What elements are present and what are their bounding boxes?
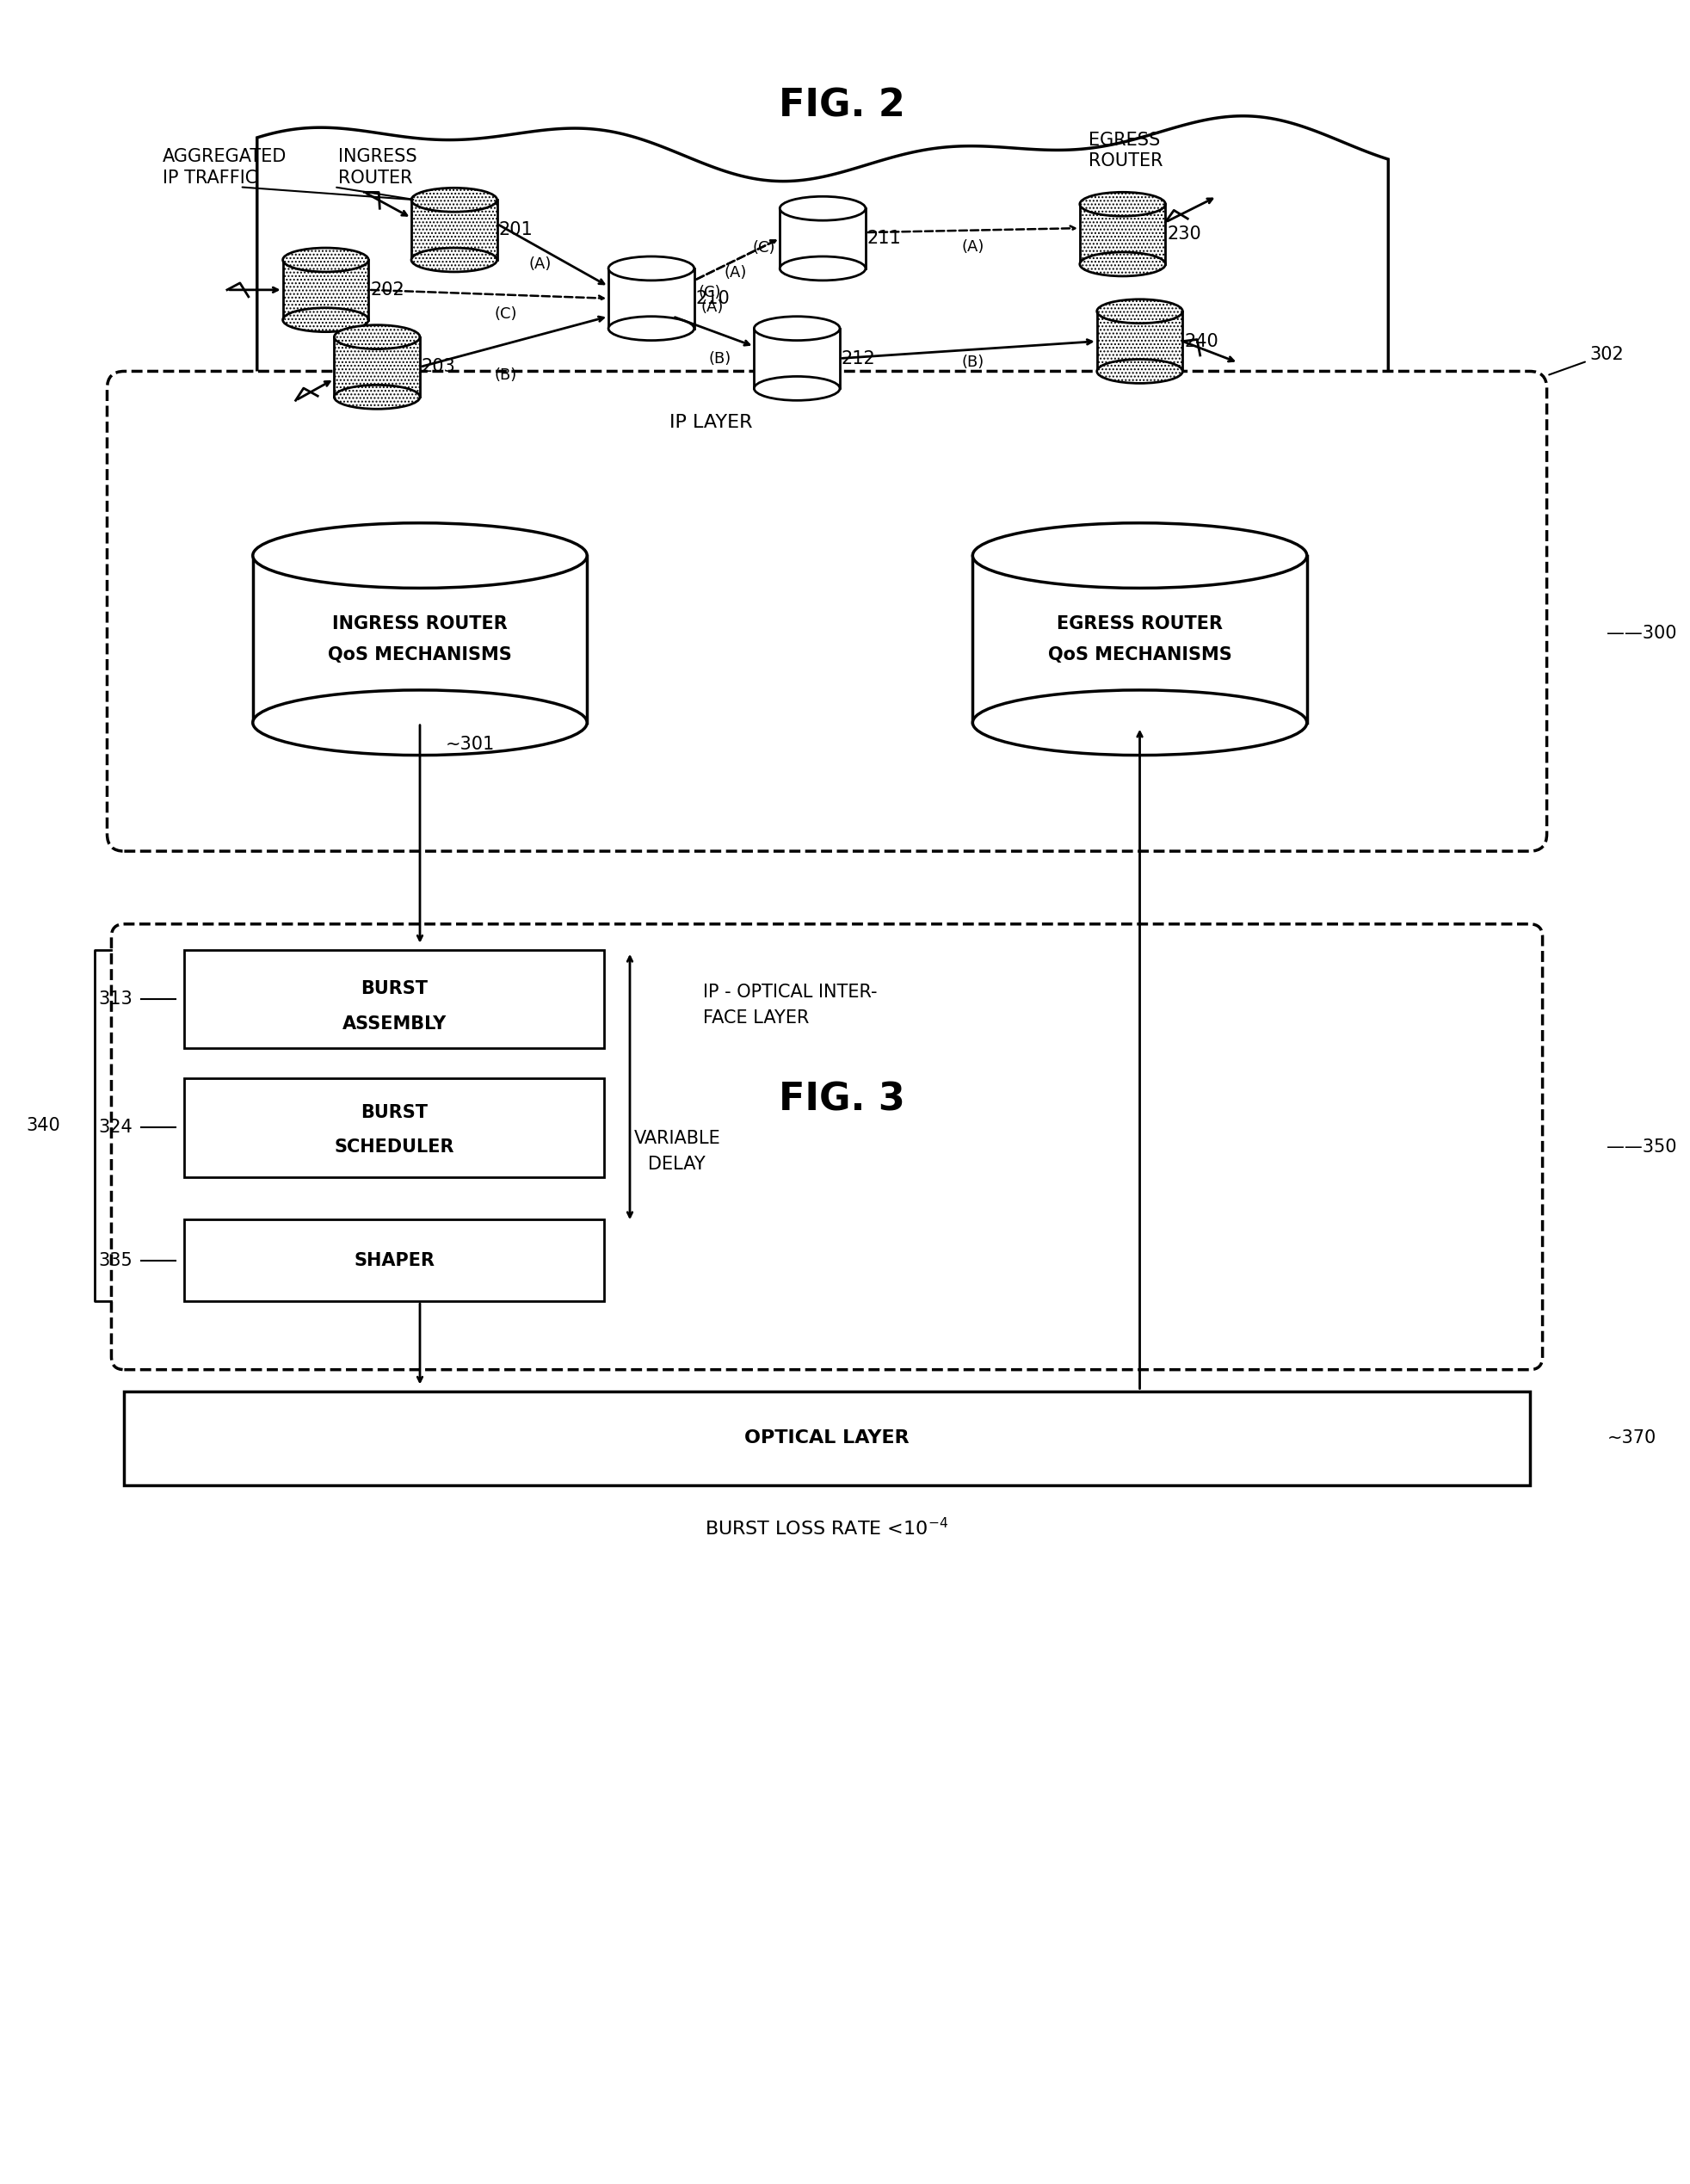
Text: ASSEMBLY: ASSEMBLY (341, 1016, 446, 1033)
Ellipse shape (608, 317, 695, 341)
Ellipse shape (608, 256, 695, 280)
Ellipse shape (253, 690, 586, 756)
Text: DELAY: DELAY (649, 1155, 706, 1173)
Text: (A): (A) (529, 256, 551, 271)
Ellipse shape (779, 256, 865, 280)
Polygon shape (257, 116, 1387, 485)
Text: (C): (C) (698, 284, 722, 299)
Ellipse shape (411, 247, 497, 271)
Text: SHAPER: SHAPER (353, 1251, 434, 1269)
Bar (335, 336, 419, 397)
Text: 212: 212 (842, 349, 875, 367)
Text: (A): (A) (723, 264, 747, 280)
Ellipse shape (754, 376, 840, 400)
Bar (1080, 203, 1166, 264)
Text: 302: 302 (1550, 345, 1624, 376)
Text: (B): (B) (493, 367, 517, 384)
Text: 340: 340 (25, 1116, 59, 1133)
Text: (A): (A) (701, 299, 723, 314)
Bar (973, 555, 1306, 723)
Ellipse shape (754, 317, 840, 341)
Bar (335, 336, 419, 397)
Text: 324: 324 (98, 1118, 134, 1136)
Text: BURST LOSS RATE <10$^{-4}$: BURST LOSS RATE <10$^{-4}$ (705, 1518, 948, 1540)
Text: 201: 201 (499, 221, 532, 238)
Ellipse shape (779, 197, 865, 221)
FancyBboxPatch shape (106, 371, 1546, 852)
Bar (282, 260, 368, 319)
Text: ——350: ——350 (1607, 1138, 1676, 1155)
Bar (184, 1219, 603, 1302)
Text: INGRESS: INGRESS (338, 149, 417, 166)
Bar (411, 201, 497, 260)
Text: FACE LAYER: FACE LAYER (703, 1009, 810, 1026)
Bar (1080, 203, 1166, 264)
Text: ROUTER: ROUTER (1088, 153, 1163, 170)
Text: QoS MECHANISMS: QoS MECHANISMS (328, 646, 512, 664)
Bar (754, 328, 840, 389)
Text: ~301: ~301 (446, 736, 495, 753)
Ellipse shape (282, 247, 368, 271)
Ellipse shape (411, 188, 497, 212)
Bar (608, 269, 695, 328)
Text: BURST: BURST (360, 981, 428, 998)
Text: 211: 211 (867, 229, 901, 247)
Text: BURST: BURST (360, 1105, 428, 1120)
Text: INGRESS ROUTER: INGRESS ROUTER (333, 616, 507, 631)
Text: FIG. 3: FIG. 3 (779, 1081, 904, 1118)
Text: SCHEDULER: SCHEDULER (335, 1138, 455, 1155)
Text: 210: 210 (696, 290, 730, 308)
Text: 203: 203 (421, 358, 456, 376)
FancyBboxPatch shape (112, 924, 1543, 1369)
Text: EGRESS ROUTER: EGRESS ROUTER (1056, 616, 1224, 631)
Bar (253, 555, 586, 723)
Text: ROUTER: ROUTER (338, 170, 412, 188)
Ellipse shape (1080, 192, 1166, 216)
Text: QoS MECHANISMS: QoS MECHANISMS (1048, 646, 1232, 664)
Text: (B): (B) (708, 352, 732, 367)
Text: IP TRAFFIC: IP TRAFFIC (162, 170, 257, 188)
Text: AGGREGATED: AGGREGATED (162, 149, 287, 166)
Bar (184, 950, 603, 1048)
Text: IP LAYER: IP LAYER (669, 415, 752, 430)
Text: ——300: ——300 (1607, 625, 1676, 642)
Text: (C): (C) (493, 306, 517, 321)
Ellipse shape (335, 384, 419, 408)
Bar (779, 207, 865, 269)
Ellipse shape (1097, 299, 1183, 323)
Text: (A): (A) (962, 240, 984, 256)
Bar (282, 260, 368, 319)
Text: FIG. 2: FIG. 2 (779, 87, 904, 124)
Ellipse shape (335, 325, 419, 349)
Text: ~370: ~370 (1607, 1431, 1656, 1446)
Text: IP - OPTICAL INTER-: IP - OPTICAL INTER- (703, 985, 877, 1000)
Bar (125, 1391, 1529, 1485)
Bar (411, 201, 497, 260)
Bar (1097, 312, 1183, 371)
Bar (1097, 312, 1183, 371)
Text: (B): (B) (962, 356, 984, 371)
Text: 240: 240 (1185, 332, 1218, 349)
Text: OPTICAL LAYER: OPTICAL LAYER (745, 1431, 909, 1446)
Ellipse shape (973, 522, 1306, 587)
Text: 335: 335 (98, 1251, 134, 1269)
Ellipse shape (973, 690, 1306, 756)
Ellipse shape (1097, 360, 1183, 382)
Text: 230: 230 (1168, 225, 1202, 242)
Ellipse shape (282, 308, 368, 332)
Ellipse shape (253, 522, 586, 587)
Text: 202: 202 (370, 282, 404, 299)
Text: EGRESS: EGRESS (1088, 131, 1159, 149)
Text: (C): (C) (752, 240, 776, 256)
Text: VARIABLE: VARIABLE (634, 1129, 720, 1147)
Text: 313: 313 (98, 989, 134, 1007)
Bar (184, 1079, 603, 1177)
Ellipse shape (1080, 251, 1166, 275)
